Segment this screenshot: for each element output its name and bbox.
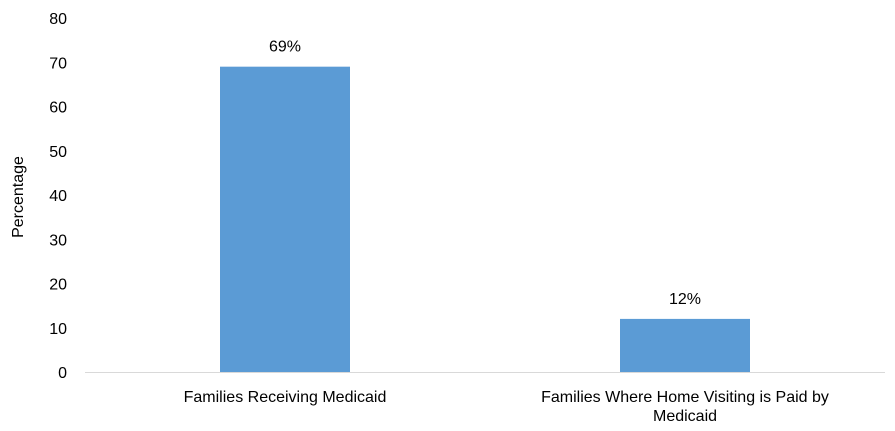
category-label: Families Where Home Visiting is Paid by M…	[541, 389, 829, 425]
bar	[220, 66, 350, 373]
bars	[220, 66, 750, 373]
category-labels: Families Receiving Medicaid Families Wher…	[184, 389, 829, 425]
data-label: 69%	[269, 39, 301, 56]
y-tick-label: 0	[58, 365, 67, 382]
y-tick-label: 10	[49, 321, 67, 338]
y-tick-label: 60	[49, 100, 67, 117]
y-axis-ticks: 0 10 20 30 40 50 60 70 80	[49, 11, 67, 382]
y-tick-label: 50	[49, 144, 67, 161]
y-tick-label: 40	[49, 188, 67, 205]
y-tick-label: 80	[49, 11, 67, 28]
y-axis-label: Percentage	[10, 156, 27, 238]
bar	[620, 318, 750, 372]
y-tick-label: 30	[49, 232, 67, 249]
data-labels: 69% 12%	[269, 39, 701, 308]
data-label: 12%	[669, 291, 701, 308]
y-tick-label: 20	[49, 277, 67, 294]
y-tick-label: 70	[49, 55, 67, 72]
category-label: Families Receiving Medicaid	[184, 389, 387, 406]
